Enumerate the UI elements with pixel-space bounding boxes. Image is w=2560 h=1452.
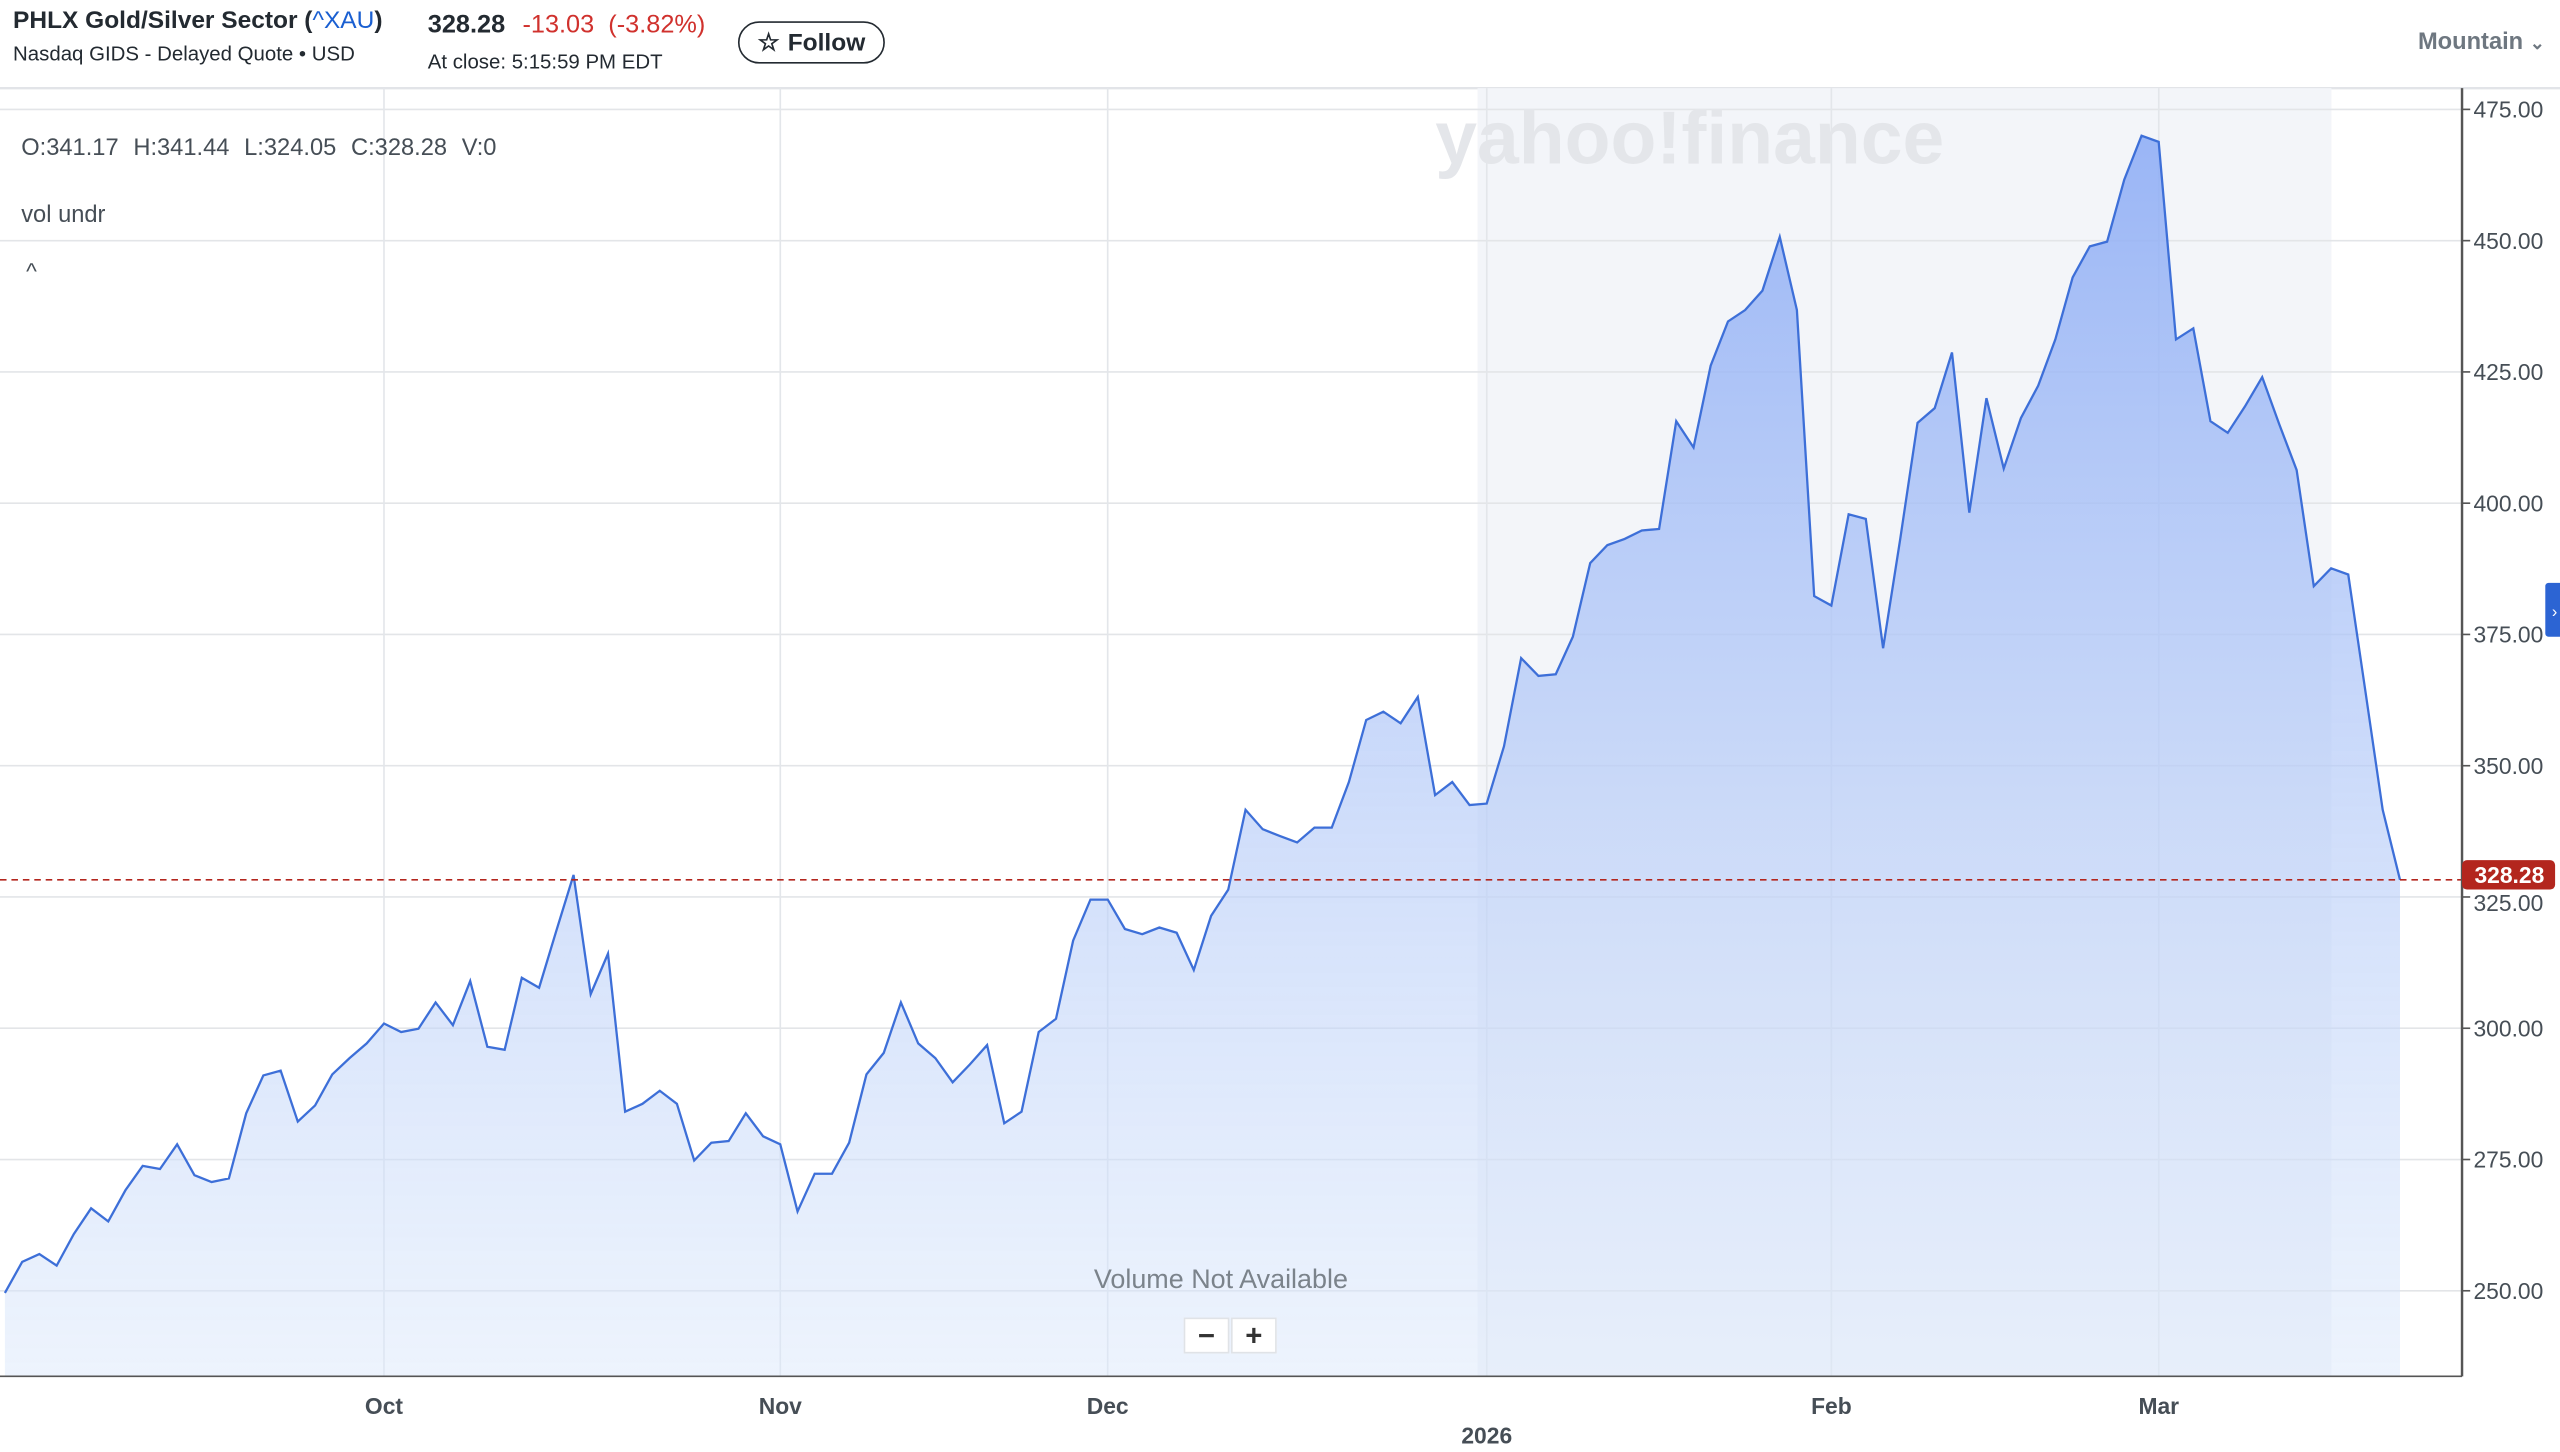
follow-label: Follow [787, 28, 866, 57]
chart-type-select[interactable]: Mountain ⌄ [2418, 29, 2545, 55]
collapse-legend-icon[interactable]: ^ [26, 257, 37, 285]
x-tick-label: Feb [1811, 1393, 1852, 1419]
last-price-tag-label: 328.28 [2474, 862, 2544, 888]
x-tick-label: 2026 [1461, 1422, 1512, 1448]
chevron-right-icon: › [2552, 603, 2557, 621]
zoom-out-button[interactable]: − [1183, 1317, 1230, 1354]
close-value: C:328.28 [350, 135, 448, 162]
y-tick-label: 375.00 [2473, 622, 2543, 648]
x-tick-label: Oct [365, 1393, 403, 1419]
quote-title: PHLX Gold/Silver Sector (^XAU) [13, 7, 382, 35]
change-percent: (-3.82%) [608, 11, 706, 40]
last-price-tag: 328.28 [2462, 860, 2556, 890]
zoom-in-button[interactable]: + [1231, 1317, 1277, 1354]
y-tick-label: 325.00 [2473, 890, 2543, 916]
y-tick-label: 300.00 [2473, 1015, 2543, 1041]
price-change: -13.03 (-3.82%) [522, 11, 705, 40]
y-tick-label: 400.00 [2473, 490, 2543, 516]
symbol-link[interactable]: ^XAU [312, 6, 375, 35]
low-value: L:324.05 [244, 135, 337, 162]
x-tick-label: Mar [2138, 1393, 2179, 1419]
yahoo-finance-watermark: yahoo!finance [1435, 95, 1944, 179]
open-value: O:341.17 [21, 135, 119, 162]
volume-not-available: Volume Not Available [1093, 1265, 1348, 1295]
x-tick-label: Dec [1087, 1393, 1129, 1419]
star-icon: ☆ [757, 29, 780, 58]
chevron-down-icon: ⌄ [2529, 34, 2545, 54]
follow-button[interactable]: ☆ Follow [737, 21, 885, 64]
high-value: H:341.44 [133, 135, 230, 162]
ohlc-legend: O:341.17 H:341.44 L:324.05 C:328.28 V:0 [21, 136, 511, 162]
instrument-name: PHLX Gold/Silver Sector ( [13, 6, 313, 35]
expand-panel-tab[interactable]: › [2545, 582, 2560, 637]
close-time: At close: 5:15:59 PM EDT [427, 50, 663, 74]
indicator-label[interactable]: vol undr [21, 202, 106, 229]
y-tick-label: 425.00 [2473, 359, 2543, 385]
y-tick-label: 250.00 [2473, 1278, 2543, 1304]
chart-type-label: Mountain [2417, 29, 2524, 56]
price-area [4, 135, 2400, 1377]
x-tick-label: Nov [759, 1393, 802, 1419]
y-tick-label: 275.00 [2473, 1147, 2543, 1173]
change-value: -13.03 [522, 11, 595, 40]
last-price: 328.28 [427, 11, 506, 40]
volume-value: V:0 [461, 135, 497, 162]
y-tick-label: 350.00 [2473, 753, 2543, 779]
y-tick-label: 450.00 [2473, 228, 2543, 254]
exchange-info: Nasdaq GIDS - Delayed Quote • USD [13, 42, 355, 66]
y-tick-label: 475.00 [2473, 97, 2543, 123]
price-line [3, 134, 2402, 1294]
title-paren: ) [374, 6, 383, 35]
